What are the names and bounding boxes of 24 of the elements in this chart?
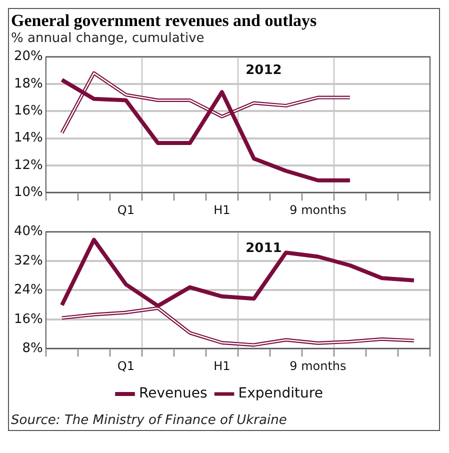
y-tick-label: 8% bbox=[22, 340, 43, 356]
y-tick-label: 20% bbox=[14, 49, 43, 64]
y-tick-label: 24% bbox=[14, 282, 43, 298]
chart-subtitle: % annual change, cumulative bbox=[11, 31, 206, 46]
y-tick-label: 18% bbox=[14, 76, 43, 92]
x-tick-label: Q1 bbox=[117, 358, 134, 373]
chart-title: General government revenues and outlays bbox=[11, 11, 318, 31]
y-tick-label: 16% bbox=[14, 312, 43, 327]
y-tick-label: 12% bbox=[14, 158, 43, 173]
y-tick-label: 40% bbox=[14, 224, 43, 240]
annotation: 2012 bbox=[246, 62, 282, 78]
legend-label: Revenues bbox=[139, 386, 208, 402]
y-tick-label: 10% bbox=[14, 184, 43, 200]
x-tick-label: Q1 bbox=[117, 202, 134, 217]
legend-label: Expenditure bbox=[238, 386, 323, 402]
x-tick-label: 9 months bbox=[290, 202, 346, 217]
x-tick-label: 9 months bbox=[290, 358, 346, 373]
annotation: 2011 bbox=[246, 241, 282, 256]
x-tick-label: H1 bbox=[214, 202, 230, 217]
source-note: Source: The Ministry of Finance of Ukraine bbox=[11, 413, 288, 428]
y-tick-label: 16% bbox=[14, 103, 43, 118]
y-tick-label: 14% bbox=[14, 130, 43, 146]
y-tick-label: 32% bbox=[14, 253, 43, 268]
x-tick-label: H1 bbox=[214, 358, 230, 373]
